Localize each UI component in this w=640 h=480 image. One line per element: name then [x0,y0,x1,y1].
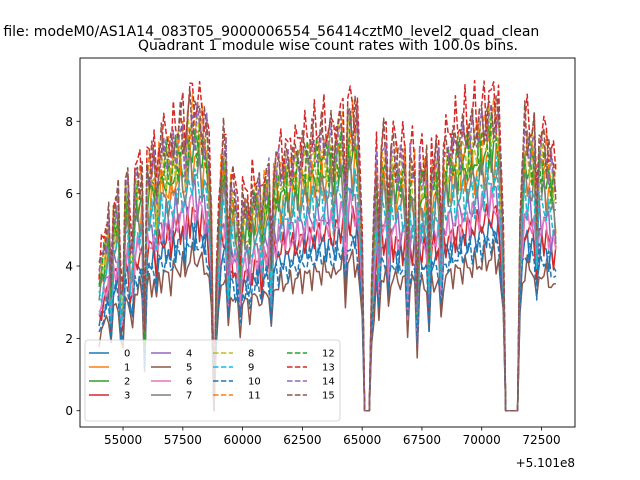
y-tick-label: 2 [65,332,73,346]
figure-suptitle: n file: modeM0/AS1A14_083T05_9000006554_… [0,24,539,40]
y-axis: 0 2 4 6 8 [65,115,80,418]
x-offset-label: +5.101e8 [516,456,575,470]
series-line-6 [98,183,557,412]
legend-label-11: 11 [248,391,261,402]
series-line-9 [98,155,556,412]
series-line-14 [98,101,557,412]
axes-frame [79,57,576,428]
series-layer [98,79,557,412]
legend-label-9: 9 [248,363,254,374]
legend-label-15: 15 [322,391,335,402]
y-tick-label: 4 [65,260,73,274]
x-tick-label: 62500 [283,433,321,447]
legend-label-7: 7 [186,391,192,402]
y-tick-label: 8 [65,115,73,129]
legend-label-5: 5 [186,363,192,374]
chart-title: Quadrant 1 module wise count rates with … [138,38,518,54]
series-line-0 [98,215,557,412]
series-line-12 [98,111,557,412]
legend-label-3: 3 [124,391,130,402]
x-tick-label: 55000 [104,433,142,447]
x-tick-label: 67500 [403,433,441,447]
legend-label-1: 1 [124,363,130,374]
series-line-13 [98,79,557,412]
x-tick-label: 65000 [343,433,381,447]
x-axis: 55000 57500 60000 62500 65000 67500 70000 72500 [104,427,561,447]
legend-label-2: 2 [124,377,130,388]
legend-label-6: 6 [186,377,192,388]
x-tick-label: 72500 [522,433,560,447]
legend-label-0: 0 [124,349,130,360]
series-line-15 [98,88,557,412]
x-tick-label: 60000 [224,433,262,447]
legend-label-13: 13 [322,363,335,374]
legend-label-4: 4 [186,349,192,360]
series-line-8 [98,103,557,412]
y-tick-label: 0 [65,404,73,418]
series-line-5 [98,239,556,412]
legend-label-12: 12 [322,349,335,360]
x-tick-label: 57500 [164,433,202,447]
legend-label-14: 14 [322,377,335,388]
legend-box [84,339,341,422]
legend-label-8: 8 [248,349,254,360]
series-line-10 [98,222,557,412]
y-tick-label: 6 [65,187,73,201]
x-tick-label: 70000 [463,433,501,447]
legend-label-10: 10 [248,377,261,388]
series-line-1 [99,142,557,412]
